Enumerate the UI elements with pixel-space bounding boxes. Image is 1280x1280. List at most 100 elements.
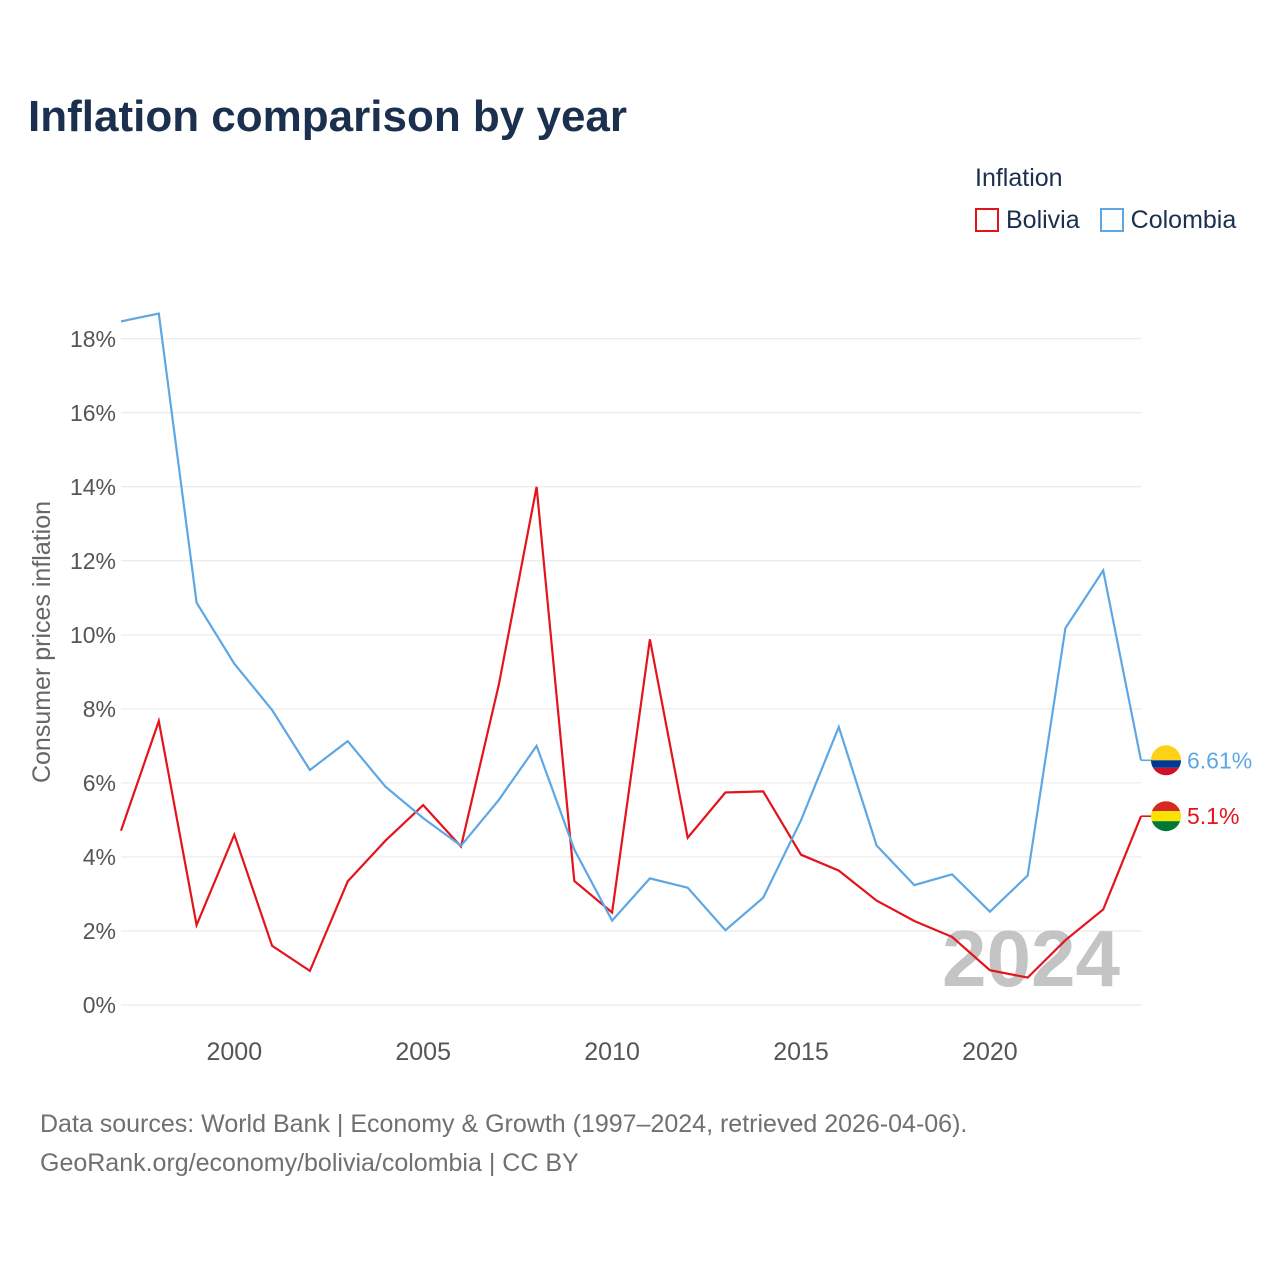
y-tick-label-18: 18% [70,326,116,352]
y-tick-label-2: 2% [83,918,116,944]
colombia-flag-red-stripe [1151,767,1181,776]
data-point-colombia-2013 [721,926,729,934]
data-point-bolivia-2004 [381,837,389,845]
data-point-colombia-2017 [873,842,881,850]
data-point-bolivia-2023 [1099,906,1107,914]
data-point-bolivia-2018 [910,917,918,925]
data-point-bolivia-2013 [721,789,729,797]
data-point-colombia-2018 [910,881,918,889]
data-point-colombia-2006 [457,842,465,850]
data-point-colombia-2010 [608,917,616,925]
legend-swatch-colombia [1099,208,1124,232]
y-axis-title: Consumer prices inflation [28,501,56,783]
x-tick-label-2010: 2010 [584,1038,640,1066]
end-value-label-bolivia: 5.1% [1187,803,1239,829]
bolivia-flag-icon [1151,801,1181,832]
data-point-bolivia-2024 [1137,812,1145,820]
data-point-colombia-2001 [268,706,276,714]
series-lines [119,312,1143,979]
data-point-colombia-2012 [684,884,692,892]
x-axis-ticks: 2000 2005 2010 2015 2020 [206,1038,1017,1066]
legend-label-colombia: Colombia [1130,206,1237,234]
data-point-bolivia-2017 [873,897,881,905]
legend-title: Inflation [975,164,1063,192]
colombia-flag-yellow-stripe [1151,745,1181,761]
data-point-colombia-2002 [306,766,314,774]
data-point-colombia-2004 [381,783,389,791]
y-tick-label-4: 4% [83,844,116,870]
bolivia-flag-red-stripe [1151,801,1181,812]
data-point-bolivia-2000 [230,831,238,839]
data-point-colombia-1999 [193,599,201,607]
line-chart: 2024 0%2%4%6%8%10%12%14%16%18% 2000 2005 2… [28,310,1252,1066]
legend-items: Bolivia Colombia [975,203,1236,237]
data-point-colombia-2005 [419,814,427,822]
footer: Data sources: World Bank | Economy & Gro… [40,1105,967,1183]
data-points [117,310,1145,982]
series-line-colombia [120,312,1143,932]
data-point-colombia-2007 [495,796,503,804]
colombia-flag-disc [1151,745,1181,776]
data-point-bolivia-2001 [268,942,276,950]
data-point-bolivia-2021 [1024,974,1032,982]
y-axis-ticks: 0% 2% 4% 6% 8% 10% 12% 14% 16% 18% [70,326,116,1018]
y-tick-label-0: 0% [83,992,116,1018]
data-point-bolivia-2014 [759,787,767,795]
data-point-colombia-2016 [835,723,843,731]
legend-item-colombia: Colombia [1099,203,1237,237]
year-watermark: 2024 [942,914,1120,1003]
data-point-bolivia-2015 [797,851,805,859]
x-tick-label-2020: 2020 [962,1038,1018,1066]
legend: Inflation Bolivia Colombia [975,161,1236,237]
data-point-bolivia-1999 [193,921,201,929]
data-point-bolivia-2022 [1061,936,1069,944]
data-point-colombia-2008 [533,742,541,750]
data-point-bolivia-2003 [344,877,352,885]
data-sources-note: Data sources: World Bank | Economy & Gro… [40,1110,968,1138]
data-point-colombia-1998 [155,310,163,318]
data-point-colombia-2014 [759,894,767,902]
data-point-bolivia-2002 [306,967,314,975]
data-point-bolivia-1998 [155,717,163,725]
y-tick-label-8: 8% [83,696,116,722]
data-point-bolivia-2019 [948,933,956,941]
data-point-colombia-2023 [1099,567,1107,575]
x-tick-label-2000: 2000 [206,1038,262,1066]
y-tick-label-12: 12% [70,548,116,574]
data-point-colombia-2019 [948,870,956,878]
end-value-labels: 5.1% 6.61% [1141,747,1252,829]
data-point-bolivia-2008 [533,483,541,491]
data-point-colombia-2021 [1024,872,1032,880]
data-point-bolivia-2012 [684,834,692,842]
data-point-bolivia-1997 [117,827,125,835]
data-point-colombia-2024 [1137,756,1145,764]
y-tick-label-10: 10% [70,622,116,648]
x-tick-label-2005: 2005 [395,1038,451,1066]
legend-swatch-bolivia [975,208,999,232]
data-point-colombia-2011 [646,874,654,882]
data-point-bolivia-2007 [495,681,503,689]
chart-title: Inflation comparison by year [28,92,628,141]
source-credit: GeoRank.org/economy/bolivia/colombia | C… [40,1149,579,1177]
end-value-label-colombia: 6.61% [1187,747,1252,773]
data-point-colombia-2000 [230,660,238,668]
legend-label-bolivia: Bolivia [1006,206,1080,234]
gridlines [121,338,1141,1006]
legend-item-bolivia: Bolivia [975,203,1080,237]
data-point-bolivia-2009 [570,877,578,885]
y-tick-label-14: 14% [70,474,116,500]
data-point-bolivia-2020 [986,966,994,974]
y-tick-label-6: 6% [83,770,116,796]
data-point-colombia-2015 [797,816,805,824]
bolivia-flag-yellow-stripe [1151,811,1181,822]
data-point-colombia-2022 [1061,624,1069,632]
data-point-colombia-2020 [986,908,994,916]
y-tick-label-16: 16% [70,400,116,426]
bolivia-flag-disc [1151,801,1181,832]
data-point-colombia-2009 [570,846,578,854]
data-point-bolivia-2016 [835,867,843,875]
colombia-flag-blue-stripe [1151,760,1181,768]
x-tick-label-2015: 2015 [773,1038,829,1066]
data-point-bolivia-2011 [646,635,654,643]
